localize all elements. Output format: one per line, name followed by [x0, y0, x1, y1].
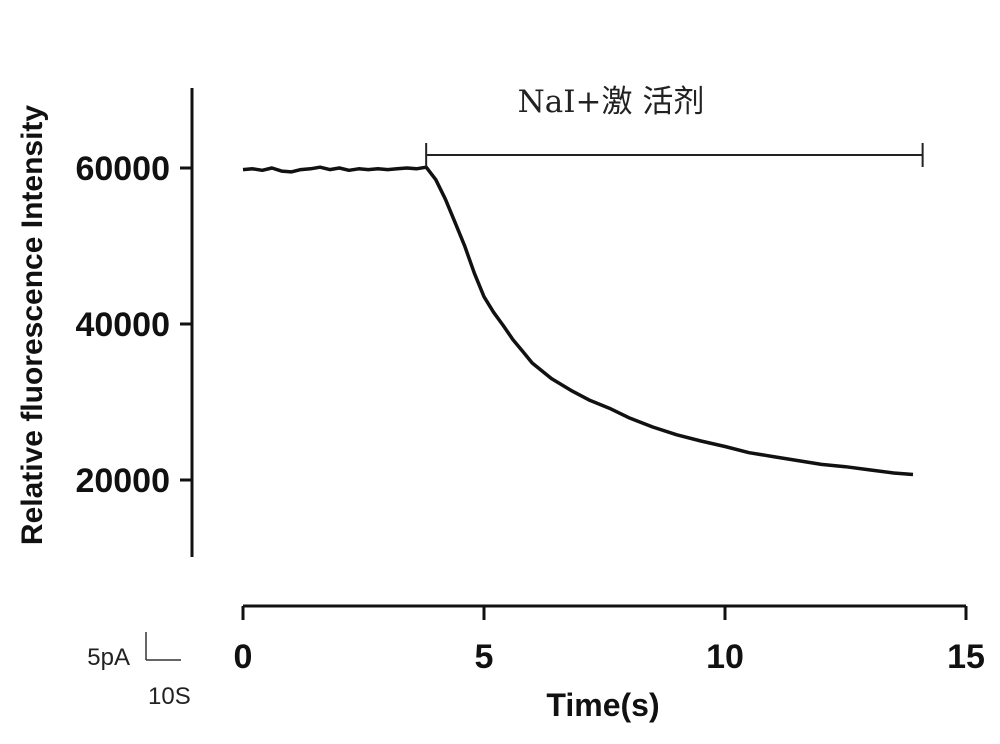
series-line [242, 165, 914, 477]
x-tick-label: 5 [475, 638, 494, 676]
y-tick-label: 60000 [75, 150, 170, 188]
y-axis-label: Relative fluorescence Intensity [16, 105, 49, 545]
y-axis-ticks: 20000 40000 60000 [75, 150, 192, 500]
y-tick-label: 40000 [75, 306, 170, 344]
annotation-label: NaI+激 活剂 [518, 84, 705, 120]
x-axis-label: Time(s) [546, 687, 659, 723]
x-tick-label: 0 [234, 638, 253, 676]
scale-bar-vertical-label: 5pA [87, 644, 130, 671]
x-axis-ticks: 0 5 10 15 [234, 606, 985, 676]
x-tick-label: 15 [947, 638, 985, 676]
y-tick-label: 20000 [75, 462, 170, 500]
scale-bar: 5pA 10S [87, 632, 191, 710]
annotation-bar: NaI+激 活剂 [425, 84, 924, 167]
x-tick-label: 10 [706, 638, 744, 676]
scale-bar-horizontal-label: 10S [148, 683, 191, 710]
